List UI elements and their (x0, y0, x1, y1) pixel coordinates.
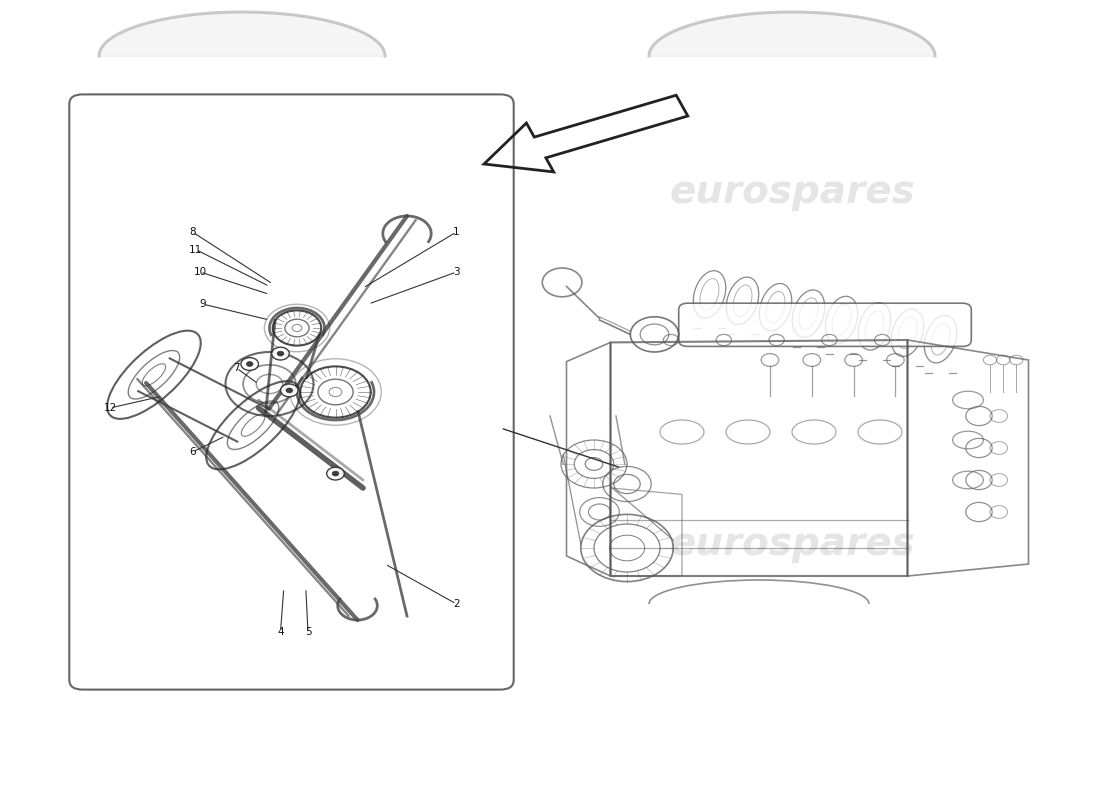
Text: eurospares: eurospares (119, 525, 365, 563)
Circle shape (280, 384, 298, 397)
FancyBboxPatch shape (679, 303, 971, 346)
Text: 4: 4 (277, 627, 284, 637)
Text: 2: 2 (453, 599, 460, 609)
Text: 9: 9 (199, 299, 206, 309)
Text: 1: 1 (453, 227, 460, 237)
Text: eurospares: eurospares (669, 525, 915, 563)
Circle shape (272, 347, 289, 360)
Text: 12: 12 (103, 403, 117, 413)
Circle shape (332, 471, 339, 476)
Circle shape (277, 351, 284, 356)
Text: 7: 7 (233, 363, 240, 373)
FancyBboxPatch shape (69, 94, 514, 690)
Circle shape (327, 467, 344, 480)
Text: 10: 10 (194, 267, 207, 277)
Text: 8: 8 (189, 227, 196, 237)
Text: 6: 6 (189, 447, 196, 457)
Circle shape (246, 362, 253, 366)
Text: eurospares: eurospares (119, 173, 365, 211)
Text: 5: 5 (305, 627, 311, 637)
Text: 3: 3 (453, 267, 460, 277)
Text: 11: 11 (189, 245, 202, 254)
Circle shape (286, 388, 293, 393)
Circle shape (241, 358, 258, 370)
Text: eurospares: eurospares (669, 173, 915, 211)
